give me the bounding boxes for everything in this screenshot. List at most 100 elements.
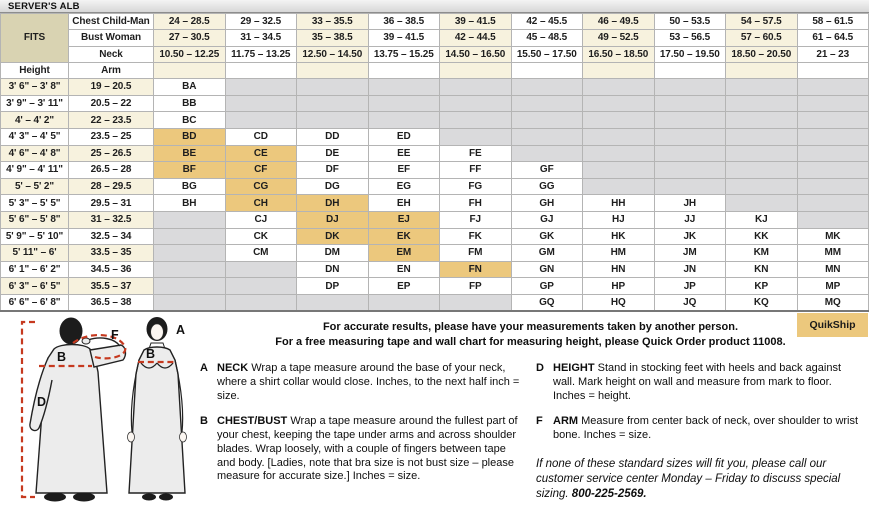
arm-cell: 35.5 – 37 <box>68 277 154 295</box>
header-spacer-cell <box>510 61 583 80</box>
size-cell-empty <box>582 177 655 196</box>
arm-column-header: Arm <box>68 61 154 80</box>
fit-range-cell: 49 – 52.5 <box>582 29 655 47</box>
size-cell-empty <box>796 194 869 212</box>
note-letter: D <box>536 361 544 374</box>
measure-note-a: A NECK Wrap a tape measure around the bas… <box>200 362 522 404</box>
size-row: 6' 6" – 6' 8" 36.5 – 38 GQ HQ JQ KQ MQ <box>0 293 869 312</box>
header-spacer-cell <box>796 61 869 80</box>
arm-cell: 34.5 – 36 <box>68 260 154 279</box>
size-code-cell: HP <box>582 277 655 295</box>
fit-range-cell: 53 – 56.5 <box>653 29 726 47</box>
fit-range-cell: 21 – 23 <box>796 45 869 63</box>
lower-section: QuikShip <box>0 312 869 509</box>
size-code-cell: BG <box>153 177 226 196</box>
size-cell-empty <box>367 293 440 312</box>
size-cell-empty <box>725 144 798 163</box>
fit-row-label: Neck <box>68 45 154 63</box>
fit-range-cell: 61 – 64.5 <box>796 29 869 47</box>
size-cell-empty <box>582 111 655 129</box>
size-cell-empty <box>725 127 798 146</box>
note-term: NECK <box>217 361 252 374</box>
notes-column-right: D HEIGHT Stand in stocking feet with heel… <box>536 362 865 502</box>
chart-title-bar: SERVER'S ALB <box>0 0 869 13</box>
size-cell-empty <box>367 94 440 113</box>
size-cell-empty <box>796 111 869 129</box>
fit-range-cell: 27 – 30.5 <box>153 29 226 47</box>
size-row: 4' 6" – 4' 8" 25 – 26.5 BE CE DE EE FE <box>0 144 869 163</box>
size-cell-empty <box>796 144 869 163</box>
size-code-cell: EG <box>367 177 440 196</box>
size-cell-empty <box>153 210 226 229</box>
size-cell-empty <box>796 177 869 196</box>
size-code-cell: FE <box>439 144 512 163</box>
size-cell-empty <box>796 78 869 96</box>
fit-range-cell: 45 – 48.5 <box>510 29 583 47</box>
arm-cell: 31 – 32.5 <box>68 210 154 229</box>
size-code-cell: GH <box>510 194 583 212</box>
height-cell: 4' 6" – 4' 8" <box>0 144 69 163</box>
size-cell-empty <box>439 111 512 129</box>
size-code-cell: KQ <box>725 293 798 312</box>
arm-measure-line <box>72 333 127 360</box>
size-code-cell: DJ <box>296 210 369 229</box>
arm-cell: 19 – 20.5 <box>68 78 154 96</box>
height-cell: 5' 9" – 5' 10" <box>0 227 69 246</box>
size-code-cell: MP <box>796 277 869 295</box>
header-spacer-cell <box>367 61 440 80</box>
size-cell-empty <box>510 94 583 113</box>
fit-range-cell: 42 – 45.5 <box>510 12 583 31</box>
header-spacer-cell <box>653 61 726 80</box>
height-cell: 5' – 5' 2" <box>0 177 69 196</box>
size-code-cell: JP <box>653 277 726 295</box>
size-cell-empty <box>510 144 583 163</box>
size-cell-empty <box>510 78 583 96</box>
size-code-cell: MM <box>796 244 869 262</box>
size-cell-empty <box>439 78 512 96</box>
size-code-cell: GQ <box>510 293 583 312</box>
size-row: 4' – 4' 2" 22 – 23.5 BC <box>0 111 869 129</box>
size-code-cell: BF <box>153 161 226 179</box>
fit-range-cell: 17.50 – 19.50 <box>653 45 726 63</box>
size-row: 6' 1" – 6' 2" 34.5 – 36 DN EN FN GN HN JN KN MN <box>0 260 869 279</box>
intro-text: For accurate results, please have your m… <box>196 320 865 350</box>
size-cell-empty <box>224 260 297 279</box>
height-column-header: Height <box>0 61 69 80</box>
fit-range-cell: 16.50 – 18.50 <box>582 45 655 63</box>
size-code-cell: DM <box>296 244 369 262</box>
size-code-cell: JN <box>653 260 726 279</box>
measurement-figures-illustration: F B D A B <box>20 317 187 502</box>
fit-range-cell: 15.50 – 17.50 <box>510 45 583 63</box>
size-code-cell: EJ <box>367 210 440 229</box>
size-code-cell: DH <box>296 194 369 212</box>
size-code-cell: HJ <box>582 210 655 229</box>
note-text: HEIGHT Stand in stocking feet with heels… <box>553 361 841 402</box>
size-code-cell: FJ <box>439 210 512 229</box>
size-cell-empty <box>153 293 226 312</box>
size-code-cell: HN <box>582 260 655 279</box>
header-spacer-cell <box>439 61 512 80</box>
note-letter: A <box>200 361 208 374</box>
height-cell: 5' 11" – 6' <box>0 244 69 262</box>
arm-cell: 36.5 – 38 <box>68 293 154 312</box>
header-spacer-cell <box>725 61 798 80</box>
size-code-cell: EF <box>367 161 440 179</box>
height-cell: 5' 3" – 5' 5" <box>0 194 69 212</box>
size-code-cell: GP <box>510 277 583 295</box>
height-cell: 4' – 4' 2" <box>0 111 69 129</box>
size-cell-empty <box>725 94 798 113</box>
size-row: 3' 9" – 3' 11" 20.5 – 22 BB <box>0 94 869 113</box>
front-view-figure <box>127 317 187 501</box>
size-cell-empty <box>725 194 798 212</box>
fit-range-cell: 31 – 34.5 <box>224 29 297 47</box>
note-term: HEIGHT <box>553 361 598 374</box>
size-code-cell: EN <box>367 260 440 279</box>
notes-column-left: A NECK Wrap a tape measure around the bas… <box>200 362 522 502</box>
size-code-cell: FG <box>439 177 512 196</box>
size-cell-empty <box>510 111 583 129</box>
height-cell: 5' 6" – 5' 8" <box>0 210 69 229</box>
size-cell-empty <box>796 127 869 146</box>
size-row: 3' 6" – 3' 8" 19 – 20.5 BA <box>0 78 869 96</box>
size-code-cell: DP <box>296 277 369 295</box>
